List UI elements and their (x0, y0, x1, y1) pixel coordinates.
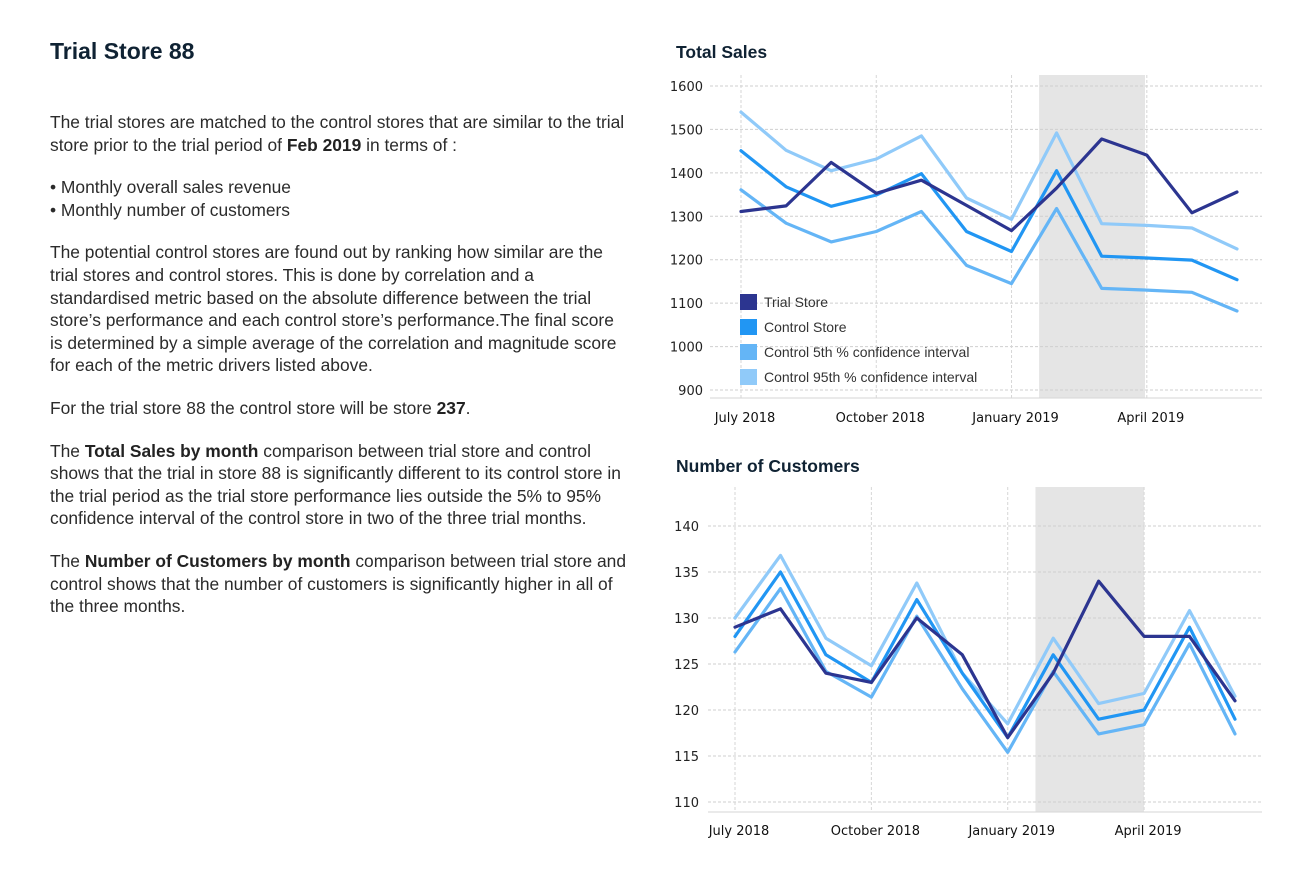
y-tick-label: 110 (674, 796, 699, 811)
y-tick-label: 135 (674, 566, 699, 581)
y-tick-label: 130 (674, 612, 699, 627)
control-store-line (739, 149, 1239, 282)
y-tick-label: 900 (678, 384, 703, 399)
intro-paragraph: The trial stores are matched to the cont… (50, 112, 625, 155)
y-tick-label: 120 (674, 704, 699, 719)
control-5th-ci-line (739, 110, 1239, 251)
control-5th-ci-line (739, 188, 1239, 313)
x-tick-label: January 2019 (971, 411, 1059, 426)
y-tick-label: 1500 (670, 123, 703, 138)
y-tick-label: 1400 (670, 167, 703, 182)
y-tick-label: 1100 (670, 297, 703, 312)
x-tick-label: October 2018 (836, 411, 925, 426)
y-tick-label: 140 (674, 520, 699, 535)
control-5th-ci-line (733, 586, 1237, 754)
x-tick-label: July 2018 (708, 824, 770, 839)
y-tick-label: 1300 (670, 210, 703, 225)
legend-label: Trial Store (764, 294, 828, 310)
y-tick-label: 1200 (670, 254, 703, 269)
sales-chart-title: Total Sales (676, 42, 768, 62)
sales-paragraph: The Total Sales by month comparison betw… (50, 440, 621, 529)
trial-store-line (739, 137, 1239, 233)
x-tick-label: July 2018 (714, 411, 776, 426)
legend-swatch (740, 294, 757, 310)
y-tick-label: 1000 (670, 341, 703, 356)
y-tick-label: 125 (674, 658, 699, 673)
y-tick-label: 1600 (670, 80, 703, 95)
trial-period-shading (1035, 487, 1144, 812)
method-paragraph: The potential control stores are found o… (50, 242, 617, 376)
x-tick-label: April 2019 (1115, 824, 1182, 839)
control-store-paragraph: For the trial store 88 the control store… (50, 397, 471, 418)
legend-label: Control 5th % confidence interval (764, 344, 969, 360)
x-tick-label: January 2019 (967, 824, 1055, 839)
legend-label: Control Store (764, 319, 847, 335)
legend-swatch (740, 319, 757, 335)
trial-store-line (733, 579, 1237, 740)
legend-swatch (740, 369, 757, 385)
customers-chart-title: Number of Customers (676, 456, 860, 476)
page-title: Trial Store 88 (50, 38, 195, 64)
customers-paragraph: The Number of Customers by month compari… (50, 550, 627, 617)
description-panel: Trial Store 88 The trial stores are matc… (50, 38, 630, 638)
y-tick-label: 115 (674, 750, 699, 765)
control-store-line (733, 570, 1237, 740)
x-tick-label: October 2018 (831, 824, 920, 839)
list-item: • Monthly overall sales revenue (50, 177, 291, 198)
metric-list: • Monthly overall sales revenue • Monthl… (50, 176, 630, 221)
legend-label: Control 95th % confidence interval (764, 369, 977, 385)
legend-swatch (740, 344, 757, 360)
list-item: • Monthly number of customers (50, 199, 290, 220)
x-tick-label: April 2019 (1117, 411, 1184, 426)
